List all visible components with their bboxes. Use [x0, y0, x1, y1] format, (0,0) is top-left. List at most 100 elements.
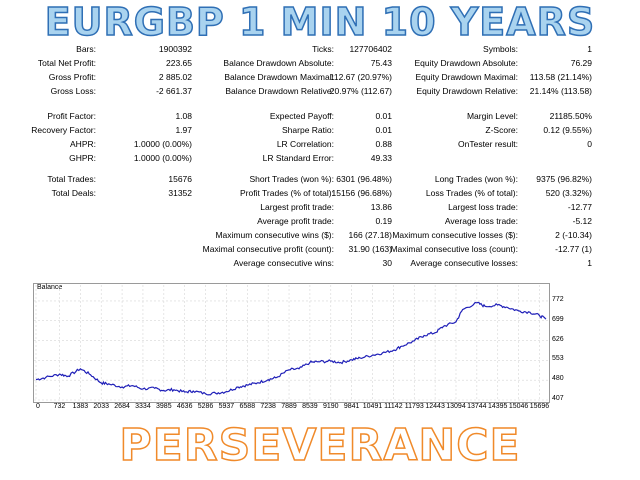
stat-label: Average consecutive losses: — [410, 258, 518, 268]
stat-value: 75.43 — [370, 58, 392, 68]
stat-value: 49.33 — [370, 153, 392, 163]
stat-label: Gross Profit: — [48, 72, 96, 82]
stat-label: Total Deals: — [51, 188, 96, 198]
stat-label: Equity Drawdown Relative: — [416, 86, 518, 96]
stat-value: 1.08 — [175, 111, 192, 121]
x-tick-label: 13094 — [446, 403, 466, 410]
x-tick-label: 3985 — [156, 403, 172, 410]
stat-value: 1 — [587, 44, 592, 54]
x-tick-label: 15046 — [508, 403, 529, 410]
stat-value: 6301 (96.48%) — [336, 174, 392, 184]
stat-label: Largest loss trade: — [448, 202, 518, 212]
stat-label: Largest profit trade: — [260, 202, 334, 212]
y-tick-label: 407 — [552, 395, 564, 402]
x-tick-label: 2033 — [93, 403, 109, 410]
stat-value: 13.86 — [370, 202, 392, 212]
stat-value: 0.12 (9.55%) — [543, 125, 592, 135]
x-tick-label: 0 — [36, 403, 40, 410]
stat-label: Loss Trades (% of total): — [425, 188, 518, 198]
stat-value: -5.12 — [572, 216, 592, 226]
stat-label: Margin Level: — [466, 111, 518, 121]
stat-label: Symbols: — [483, 44, 518, 54]
stat-label: Gross Loss: — [50, 86, 96, 96]
stat-label: Average consecutive wins: — [233, 258, 334, 268]
stat-label: OnTester result: — [458, 139, 518, 149]
stat-value: 223.65 — [166, 58, 192, 68]
stat-value: 127706402 — [349, 44, 392, 54]
stat-label: Balance Drawdown Maximal: — [224, 72, 334, 82]
x-tick-label: 14395 — [487, 403, 508, 410]
x-tick-label: 8539 — [302, 403, 318, 410]
stat-value: 1.0000 (0.00%) — [133, 153, 192, 163]
stat-label: Maximum consecutive losses ($): — [392, 230, 518, 240]
x-tick-label: 12443 — [425, 403, 445, 410]
stat-value: 1.97 — [175, 125, 192, 135]
x-tick-label: 4636 — [176, 403, 193, 410]
stat-value: 15156 (96.68%) — [331, 188, 393, 198]
x-tick-label: 5937 — [218, 403, 235, 410]
stat-value: 0.01 — [375, 111, 392, 121]
y-tick-label: 553 — [552, 355, 564, 363]
stat-value: -2 661.37 — [156, 86, 192, 96]
stat-value: 31352 — [168, 188, 192, 198]
stat-value: 0.88 — [375, 139, 392, 149]
stat-label: Balance Drawdown Relative: — [225, 86, 334, 96]
stat-label: Equity Drawdown Absolute: — [414, 58, 518, 68]
stat-label: Profit Trades (% of total): — [239, 188, 334, 198]
stat-label: Balance Drawdown Absolute: — [223, 58, 334, 68]
stat-value: 1900392 — [158, 44, 192, 54]
balance-chart — [33, 283, 550, 403]
x-tick-label: 15696 — [529, 403, 550, 410]
stat-label: Ticks: — [312, 44, 334, 54]
stat-label: Z-Score: — [485, 125, 518, 135]
stat-value: 1 — [587, 258, 592, 268]
stat-value: 1.0000 (0.00%) — [133, 139, 192, 149]
stat-value: -12.77 (1) — [555, 244, 592, 254]
y-tick-label: 480 — [552, 375, 564, 383]
x-tick-label: 11793 — [404, 403, 424, 410]
stat-value: -12.77 — [567, 202, 592, 212]
stat-value: 21.14% (113.58) — [529, 86, 592, 96]
y-tick-label: 626 — [552, 335, 564, 343]
x-tick-label: 13744 — [467, 403, 487, 410]
stats-table: Bars: 1900392 Ticks: 127706402 Symbols: 1 Tota… — [0, 43, 640, 273]
stat-label: Maximal consecutive loss (count): — [390, 244, 518, 254]
stat-value: 112.67 (20.97%) — [329, 72, 392, 82]
stat-value: 21185.50% — [549, 111, 592, 121]
x-tick-label: 9190 — [322, 403, 339, 410]
stat-label: Short Trades (won %): — [249, 174, 334, 184]
x-tick-label: 2684 — [114, 403, 130, 410]
x-tick-label: 5286 — [197, 403, 214, 410]
stat-label: LR Standard Error: — [262, 153, 334, 163]
stat-label: Total Trades: — [47, 174, 96, 184]
stat-label: Equity Drawdown Maximal: — [415, 72, 518, 82]
stat-value: 0.01 — [375, 125, 392, 135]
stat-label: Sharpe Ratio: — [282, 125, 334, 135]
x-tick-label: 3334 — [135, 403, 151, 410]
balance-line — [35, 301, 547, 396]
footer-banner: PERSEVERANCE — [119, 419, 521, 472]
x-tick-label: 11142 — [384, 403, 403, 410]
stat-label: GHPR: — [69, 153, 96, 163]
stat-label: AHPR: — [70, 139, 96, 149]
stat-value: 0.19 — [375, 216, 392, 226]
stat-label: Expected Payoff: — [269, 111, 334, 121]
stat-value: 9375 (96.82%) — [536, 174, 592, 184]
stat-label: Total Net Profit: — [37, 58, 96, 68]
stat-label: Profit Factor: — [47, 111, 96, 121]
stat-label: Long Trades (won %): — [434, 174, 518, 184]
stat-value: 520 (3.32%) — [545, 188, 592, 198]
stat-label: Average loss trade: — [444, 216, 518, 226]
stat-label: Maximal consecutive profit (count): — [202, 244, 334, 254]
stat-label: Recovery Factor: — [31, 125, 96, 135]
stat-label: Bars: — [76, 44, 96, 54]
stat-value: 15676 — [168, 174, 192, 184]
stat-value: 20.97% (112.67) — [329, 86, 392, 96]
y-tick-label: 772 — [552, 295, 564, 303]
x-tick-label: 6588 — [239, 403, 256, 410]
stat-value: 2 (-10.34) — [555, 230, 592, 240]
stat-value: 2 885.02 — [158, 72, 192, 82]
chart-title: Balance — [37, 284, 63, 291]
headline-title: EURGBP 1 MIN 10 YEARS — [44, 0, 596, 45]
